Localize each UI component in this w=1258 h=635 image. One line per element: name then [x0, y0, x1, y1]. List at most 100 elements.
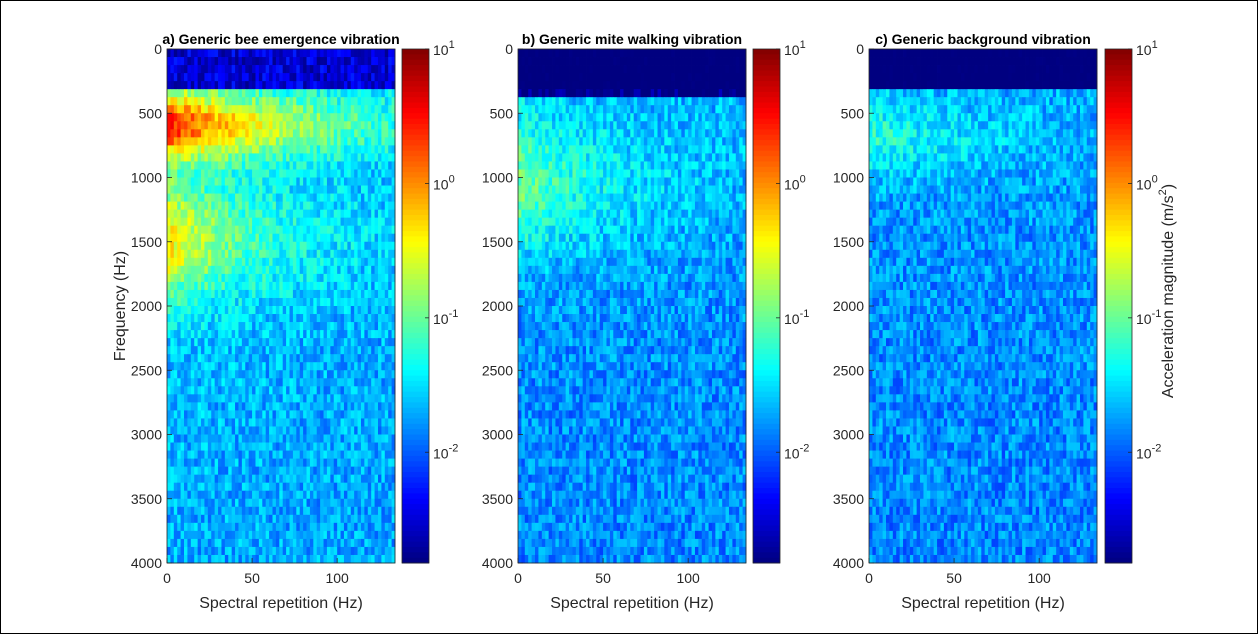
heatmap-cell — [327, 507, 331, 515]
heatmap-cell — [310, 370, 314, 378]
heatmap-cell — [521, 97, 525, 105]
heatmap-cell — [300, 129, 304, 137]
heatmap-cell — [307, 105, 311, 113]
heatmap-cell — [191, 129, 195, 137]
heatmap-cell — [272, 507, 276, 515]
heatmap-cell — [272, 338, 276, 346]
heatmap-cell — [286, 330, 290, 338]
heatmap-cell — [555, 113, 559, 121]
heatmap-cell — [225, 186, 229, 194]
heatmap-cell — [184, 186, 188, 194]
heatmap-cell — [286, 539, 290, 547]
heatmap-cell — [167, 330, 171, 338]
heatmap-cell — [221, 169, 225, 177]
heatmap-cell — [310, 443, 314, 451]
heatmap-cell — [255, 194, 259, 202]
heatmap-cell — [364, 531, 368, 539]
heatmap-cell — [262, 443, 266, 451]
heatmap-cell — [201, 314, 205, 322]
heatmap-cell — [167, 258, 171, 266]
heatmap-cell — [187, 547, 191, 555]
heatmap-cell — [255, 354, 259, 362]
heatmap-cell — [249, 129, 253, 137]
heatmap-cell — [290, 394, 294, 402]
heatmap-cell — [532, 113, 536, 121]
heatmap-cell — [245, 467, 249, 475]
heatmap-cell — [358, 137, 362, 145]
heatmap-cell — [371, 314, 375, 322]
heatmap-cell — [378, 194, 382, 202]
heatmap-cell — [354, 145, 358, 153]
heatmap-cell — [324, 234, 328, 242]
heatmap-cell — [235, 507, 239, 515]
heatmap-cell — [344, 426, 348, 434]
heatmap-cell — [388, 426, 392, 434]
heatmap-cell — [388, 218, 392, 226]
heatmap-cell — [259, 314, 263, 322]
heatmap-cell — [562, 89, 566, 97]
heatmap-cell — [549, 113, 553, 121]
heatmap-cell — [538, 57, 542, 65]
heatmap-cell — [535, 89, 539, 97]
heatmap-cell — [388, 186, 392, 194]
heatmap-cell — [262, 234, 266, 242]
heatmap-cell — [238, 105, 242, 113]
heatmap-cell — [235, 346, 239, 354]
heatmap-cell — [167, 314, 171, 322]
heatmap-cell — [290, 290, 294, 298]
heatmap-cell — [361, 410, 365, 418]
heatmap-cell — [177, 443, 181, 451]
heatmap-cell — [262, 410, 266, 418]
heatmap-cell — [221, 410, 225, 418]
heatmap-cell — [388, 121, 392, 129]
heatmap-cell — [378, 57, 382, 65]
heatmap-cell — [344, 57, 348, 65]
heatmap-cell — [290, 218, 294, 226]
heatmap-cell — [303, 362, 307, 370]
heatmap-cell — [589, 73, 593, 81]
heatmap-cell — [313, 451, 317, 459]
heatmap-cell — [381, 97, 385, 105]
heatmap-cell — [381, 394, 385, 402]
heatmap-cell — [610, 65, 614, 73]
heatmap-cell — [300, 258, 304, 266]
heatmap-cell — [252, 507, 256, 515]
heatmap-cell — [208, 89, 212, 97]
heatmap-cell — [228, 178, 232, 186]
heatmap-cell — [358, 258, 362, 266]
heatmap-cell — [364, 89, 368, 97]
heatmap-cell — [198, 547, 202, 555]
heatmap-cell — [368, 475, 372, 483]
heatmap-cell — [330, 483, 334, 491]
heatmap-cell — [334, 258, 338, 266]
heatmap-cell — [337, 250, 341, 258]
heatmap-cell — [191, 65, 195, 73]
heatmap-cell — [204, 97, 208, 105]
heatmap-cell — [211, 370, 215, 378]
heatmap-cell — [215, 362, 219, 370]
heatmap-cell — [675, 105, 679, 113]
heatmap-cell — [174, 435, 178, 443]
heatmap-cell — [242, 258, 246, 266]
heatmap-cell — [637, 113, 641, 121]
heatmap-cell — [327, 113, 331, 121]
heatmap-cell — [576, 49, 580, 57]
heatmap-cell — [668, 97, 672, 105]
heatmap-cell — [385, 426, 389, 434]
heatmap-cell — [300, 499, 304, 507]
heatmap-cell — [371, 89, 375, 97]
heatmap-cell — [371, 515, 375, 523]
heatmap-cell — [208, 426, 212, 434]
heatmap-cell — [347, 483, 351, 491]
heatmap-cell — [181, 145, 185, 153]
heatmap-cell — [194, 73, 198, 81]
heatmap-cell — [215, 137, 219, 145]
heatmap-cell — [221, 443, 225, 451]
colorbar-segment — [402, 317, 429, 323]
heatmap-cell — [215, 169, 219, 177]
heatmap-cell — [194, 89, 198, 97]
heatmap-cell — [317, 194, 321, 202]
heatmap-cell — [371, 49, 375, 57]
colorbar-segment — [402, 81, 429, 87]
heatmap-cell — [371, 298, 375, 306]
